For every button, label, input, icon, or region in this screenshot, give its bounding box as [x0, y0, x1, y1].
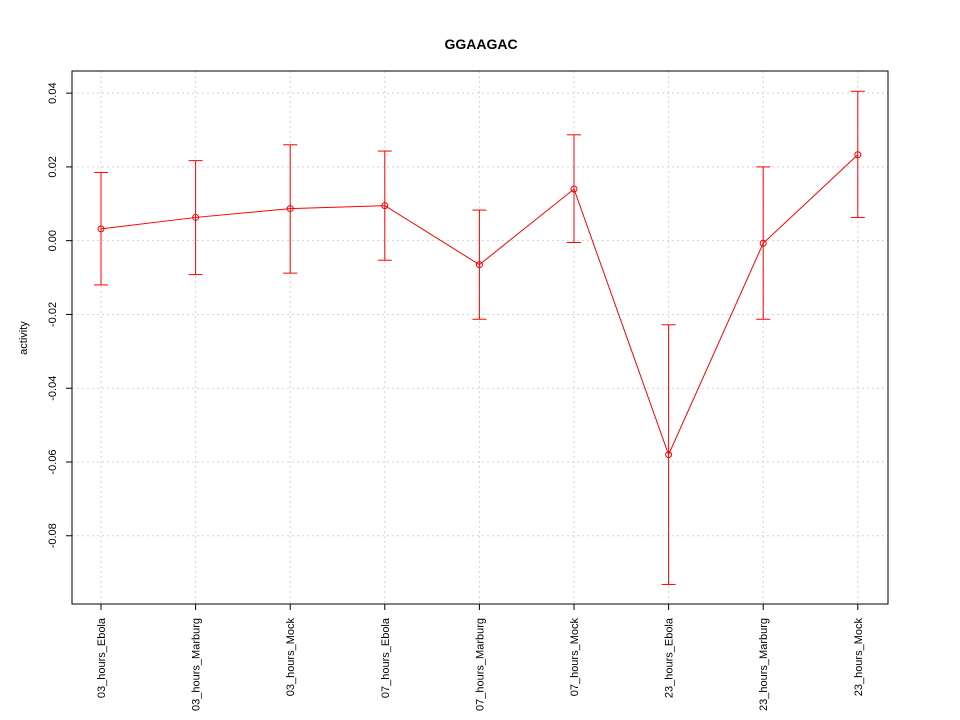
data-point: [381, 202, 389, 210]
x-tick-label: 23_hours_Ebola: [664, 617, 676, 698]
data-point: [570, 185, 578, 193]
y-tick-label: -0.02: [47, 302, 59, 327]
y-tick-label: 0.00: [47, 230, 59, 251]
data-point: [759, 239, 767, 247]
y-tick-label: 0.04: [47, 82, 59, 103]
axes: 0.04 0.02 0.00 -0.02 -0.04 -0.06 -0.08 03_hours…: [47, 82, 865, 711]
x-tick-label: 03_hours_Marburg: [191, 618, 203, 711]
y-tick-label: -0.04: [47, 376, 59, 401]
series: [94, 90, 865, 585]
y-tick-label: 0.02: [47, 156, 59, 177]
grid: [72, 71, 888, 604]
data-point: [854, 151, 862, 159]
x-tick-label: 07_hours_Ebola: [380, 617, 392, 698]
x-tick-label: 23_hours_Marburg: [758, 618, 770, 711]
data-point: [286, 205, 294, 213]
x-tick-label: 07_hours_Mock: [569, 618, 581, 697]
y-tick-label: -0.06: [47, 449, 59, 474]
x-tick-label: 07_hours_Marburg: [474, 618, 486, 711]
x-tick-label: 03_hours_Ebola: [96, 617, 108, 698]
y-axis-label: activity: [18, 321, 30, 355]
x-tick-label: 03_hours_Mock: [285, 618, 297, 697]
chart-title: GGAAGAC: [444, 36, 517, 52]
series-line: [100, 154, 859, 456]
data-point: [97, 225, 105, 233]
data-point: [192, 213, 200, 221]
data-point: [665, 451, 673, 459]
x-tick-label: 23_hours_Mock: [853, 618, 865, 697]
plot-frame: [71, 70, 889, 605]
y-tick-label: -0.08: [47, 523, 59, 548]
data-point: [475, 261, 483, 269]
